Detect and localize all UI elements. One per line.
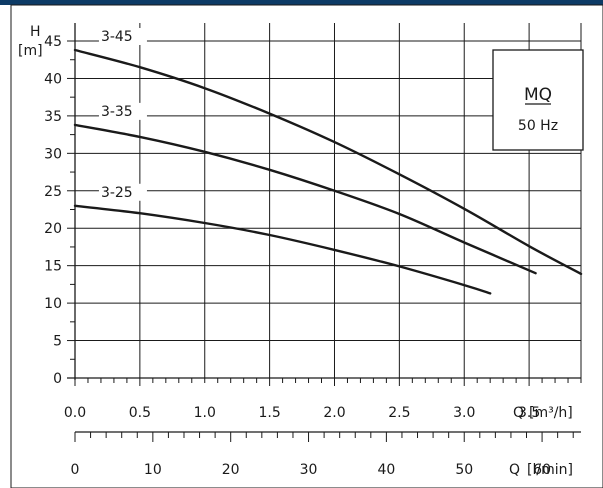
series-line-3-25: [73, 204, 492, 295]
x2-tick-label: 50: [455, 462, 473, 478]
legend-subtitle: 50 Hz: [518, 118, 558, 134]
y-tick-label: 40: [44, 71, 62, 87]
x-tick-label: 0.0: [64, 405, 86, 421]
series-label-3-45: 3-45: [101, 29, 133, 45]
x-tick-label: 3.5: [518, 405, 540, 421]
y-tick-label: 5: [53, 334, 62, 350]
legend-title: MQ: [524, 85, 552, 105]
y-tick-label: 15: [44, 259, 62, 275]
series-label-3-35: 3-35: [101, 104, 133, 120]
x2-tick-label: 60: [533, 462, 551, 478]
series-line-3-35: [73, 123, 537, 275]
x-tick-label: 2.5: [388, 405, 410, 421]
y-axis-title: H: [30, 24, 41, 40]
x-tick-label: 3.0: [453, 405, 475, 421]
header-bar: [0, 0, 603, 5]
x-tick-label: 1.5: [258, 405, 280, 421]
x-tick-label: 2.0: [323, 405, 345, 421]
x2-axis-title: Q: [509, 462, 520, 478]
x-axis-title: Q: [513, 405, 524, 421]
x2-tick-label: 10: [144, 462, 162, 478]
secondary-x-axis: 0 10 20 30 40 50 60: [71, 431, 581, 478]
y-tick-label: 45: [44, 34, 62, 50]
y-axis-ticks: 0 5 10 15 20 25 30 35 40 45: [44, 34, 75, 387]
x2-tick-label: 20: [222, 462, 240, 478]
x-axis-ticks: 0.0 0.5 1.0 1.5 2.0 2.5 3.0 3.5: [64, 378, 582, 421]
y-tick-label: 25: [44, 184, 62, 200]
curves: 3-45 3-35 3-25: [73, 28, 583, 295]
legend-box: [492, 49, 584, 151]
series-label-3-25: 3-25: [101, 185, 133, 201]
x2-tick-label: 40: [377, 462, 395, 478]
series-label-bg: [98, 28, 147, 45]
y-axis-unit: [m]: [18, 43, 43, 59]
x-axis-unit: [m³/h]: [529, 405, 573, 421]
series-label-bg: [98, 102, 147, 120]
x2-tick-label: 30: [300, 462, 318, 478]
x-tick-label: 1.0: [194, 405, 216, 421]
y-tick-label: 30: [44, 146, 62, 162]
y-tick-label: 10: [44, 296, 62, 312]
series-label-bg: [98, 183, 147, 201]
series-line-3-45: [73, 48, 583, 276]
x-tick-label: 0.5: [129, 405, 151, 421]
x2-axis-unit: [l/min]: [527, 462, 573, 478]
x2-tick-label: 0: [71, 462, 80, 478]
y-tick-label: 20: [44, 221, 62, 237]
y-tick-label: 0: [53, 371, 62, 387]
y-tick-label: 35: [44, 109, 62, 125]
